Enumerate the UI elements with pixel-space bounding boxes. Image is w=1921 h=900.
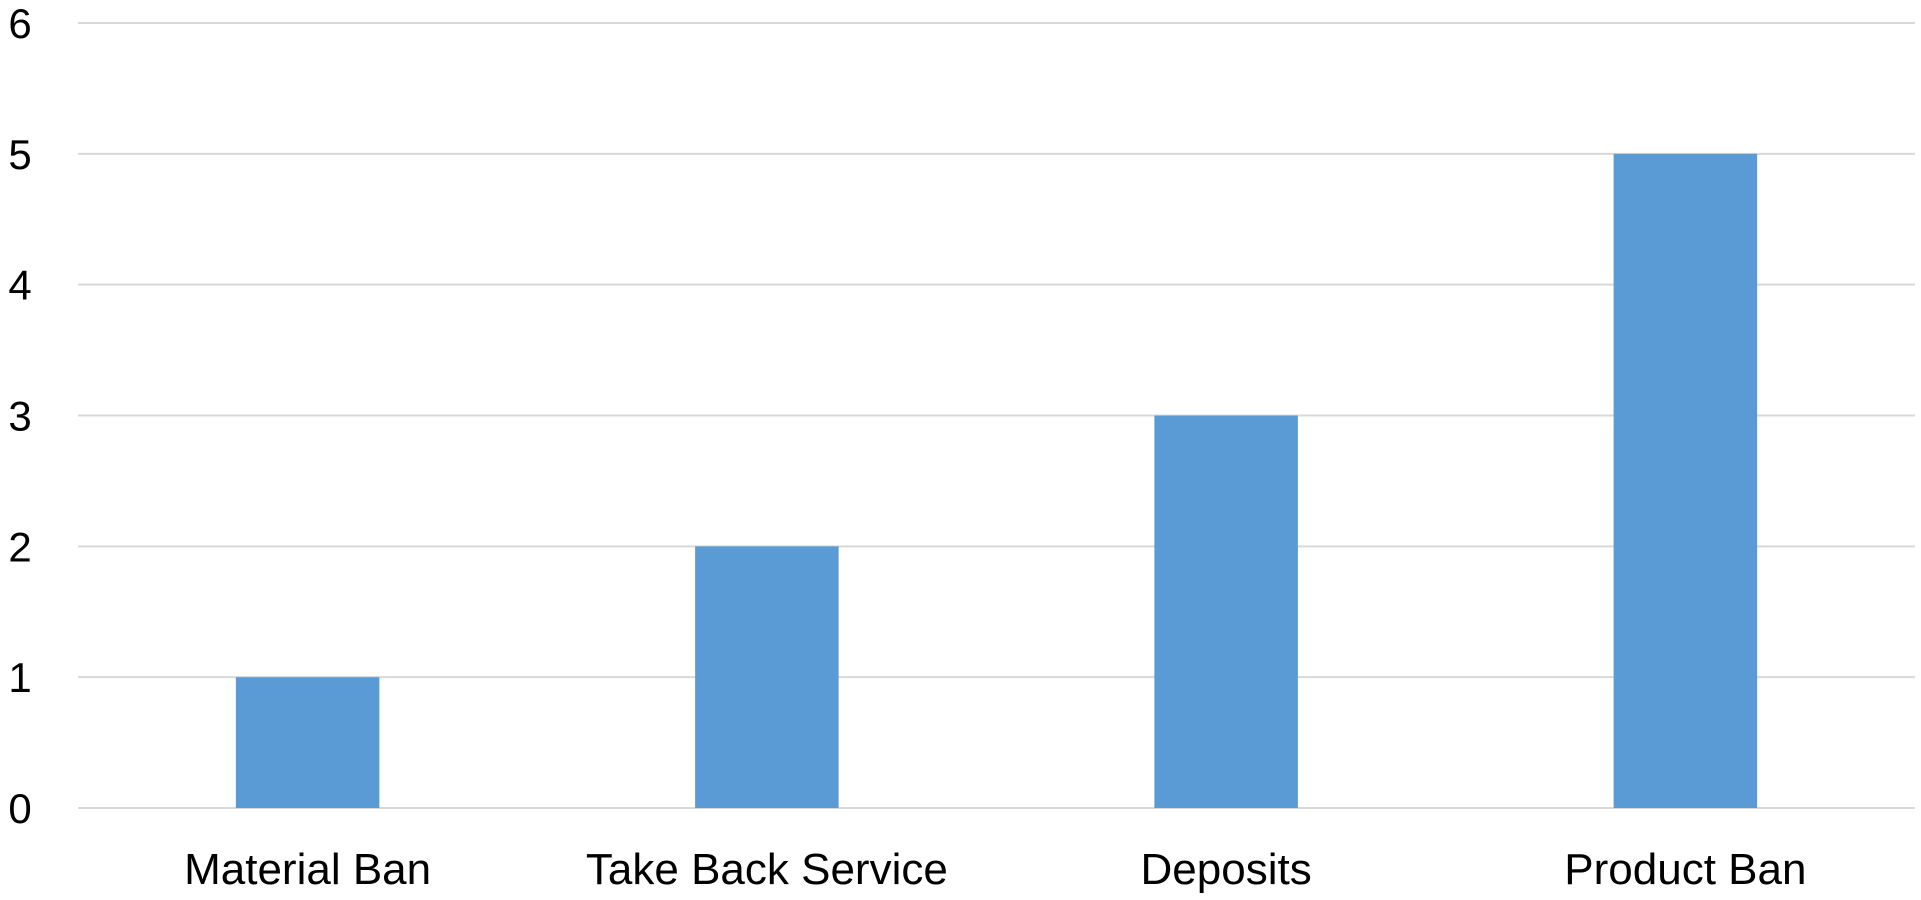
y-tick-label: 3 — [8, 393, 31, 440]
x-category-label: Product Ban — [1564, 845, 1806, 894]
y-tick-label: 0 — [8, 785, 31, 832]
x-category-label: Material Ban — [184, 845, 431, 894]
x-axis-categories: Material Ban Take Back Service Deposits Pro… — [184, 845, 1806, 894]
y-tick-label: 6 — [8, 0, 31, 47]
y-tick-label: 4 — [8, 262, 31, 309]
y-axis-ticks: 0 1 2 3 4 5 6 — [8, 0, 31, 832]
y-tick-label: 2 — [8, 523, 31, 570]
bar — [235, 677, 380, 808]
bar — [1154, 415, 1298, 808]
gridlines — [78, 22, 1915, 809]
bar — [695, 546, 839, 808]
x-category-label: Deposits — [1141, 845, 1312, 894]
bar — [1613, 153, 1758, 809]
y-tick-label: 5 — [8, 131, 31, 178]
y-tick-label: 1 — [8, 654, 31, 701]
x-category-label: Take Back Service — [586, 845, 948, 894]
bars — [235, 153, 1758, 809]
